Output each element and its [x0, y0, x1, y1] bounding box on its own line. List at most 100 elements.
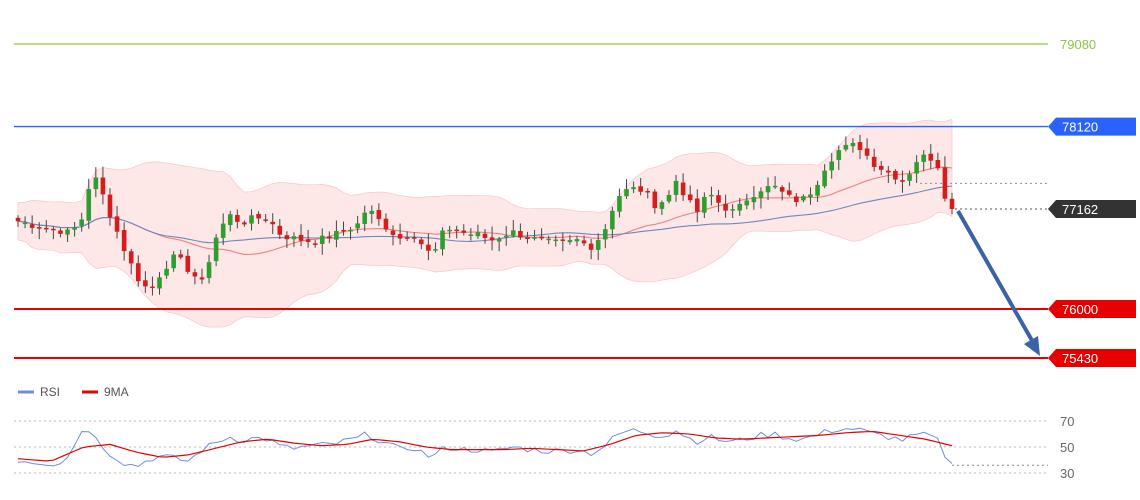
candle-body: [808, 194, 813, 198]
candle-body: [730, 209, 735, 211]
candle-body: [319, 235, 325, 244]
candle-body: [907, 174, 912, 181]
candle-body: [751, 197, 757, 203]
candle-body: [772, 185, 778, 188]
candle-body: [610, 210, 615, 230]
candle-body: [220, 223, 226, 238]
candle-body: [829, 161, 835, 171]
candle-body: [871, 156, 877, 167]
bollinger-band: [17, 119, 953, 328]
candle-body: [553, 239, 559, 242]
candle-body: [411, 237, 417, 239]
level-tag-78120: [1048, 117, 1136, 136]
candle-body: [114, 216, 120, 232]
candle-body: [249, 215, 254, 224]
candle-body: [312, 243, 318, 245]
candle-body: [51, 228, 56, 231]
candle-body: [447, 229, 452, 232]
candle-body: [157, 277, 162, 289]
candle-body: [93, 177, 99, 190]
candle-body: [638, 186, 643, 192]
candle-body: [362, 212, 368, 224]
candle-body: [914, 162, 919, 174]
candle-body: [369, 210, 375, 214]
candle-body: [100, 177, 106, 195]
candle-body: [284, 235, 290, 240]
candle-body: [928, 153, 934, 161]
candle-body: [631, 187, 636, 190]
candle-body: [786, 190, 792, 195]
candle-body: [624, 189, 629, 197]
candle-body: [779, 187, 785, 192]
candle-body: [355, 223, 360, 229]
candle-body: [496, 238, 502, 242]
candle-body: [680, 182, 686, 196]
candle-body: [433, 249, 438, 251]
candle-body: [185, 255, 191, 272]
candle-body: [206, 262, 212, 279]
candle-body: [843, 144, 849, 150]
candle-body: [857, 142, 863, 151]
candle-body: [242, 222, 247, 225]
candle-body: [341, 229, 346, 232]
candle-body: [199, 277, 205, 280]
candle-body: [758, 191, 764, 198]
rsi-tick-label-70: 70: [1060, 414, 1074, 429]
candle-body: [44, 227, 49, 230]
candle-body: [135, 263, 141, 282]
candle-body: [213, 237, 219, 262]
candle-body: [893, 170, 898, 180]
candle-body: [815, 184, 820, 196]
last-price-label: 77162: [1062, 202, 1098, 217]
candle-body: [949, 198, 955, 210]
candle-body: [107, 194, 113, 218]
candle-body: [72, 227, 77, 230]
candle-body: [942, 167, 948, 199]
candle-body: [765, 186, 771, 193]
candle-body: [270, 221, 276, 225]
candle-body: [482, 233, 488, 238]
rsi-9ma-line: [17, 430, 953, 462]
candle-body: [454, 229, 459, 232]
candle-body: [419, 239, 424, 245]
candle-body: [546, 238, 551, 241]
level-tag-76000: [1048, 299, 1136, 318]
candle-body: [390, 230, 396, 235]
candle-body: [822, 170, 827, 187]
candle-body: [836, 150, 842, 160]
candle-body: [298, 234, 304, 241]
candle-body: [192, 272, 198, 277]
level-label-75430: 75430: [1062, 351, 1098, 366]
candle-body: [397, 234, 403, 239]
candle-body: [291, 236, 297, 240]
forecast-arrow-shaft: [956, 210, 1036, 345]
candle-body: [86, 189, 92, 221]
candle-body: [673, 180, 679, 195]
candle-body: [468, 234, 474, 236]
candle-body: [588, 243, 594, 250]
candle-body: [489, 237, 495, 241]
candle-body: [36, 227, 42, 229]
candles-group: [15, 134, 955, 296]
candle-body: [560, 239, 566, 241]
candle-body: [440, 230, 445, 250]
candle-body: [567, 240, 573, 243]
candle-body: [935, 160, 941, 169]
level-label-78120: 78120: [1062, 120, 1098, 135]
candle-body: [744, 200, 750, 206]
candle-body: [687, 194, 693, 201]
candle-body: [150, 286, 155, 289]
candle-body: [921, 154, 926, 162]
candle-body: [737, 203, 743, 211]
candle-body: [334, 230, 339, 240]
candle-body: [29, 224, 35, 228]
candle-body: [327, 236, 332, 239]
candle-body: [723, 203, 728, 211]
candle-body: [900, 180, 905, 182]
candle-body: [426, 244, 431, 251]
candle-body: [121, 229, 127, 252]
candle-body: [503, 235, 509, 238]
legend-label-9ma: 9MA: [104, 385, 129, 399]
candle-body: [305, 239, 311, 242]
candle-body: [850, 142, 856, 147]
